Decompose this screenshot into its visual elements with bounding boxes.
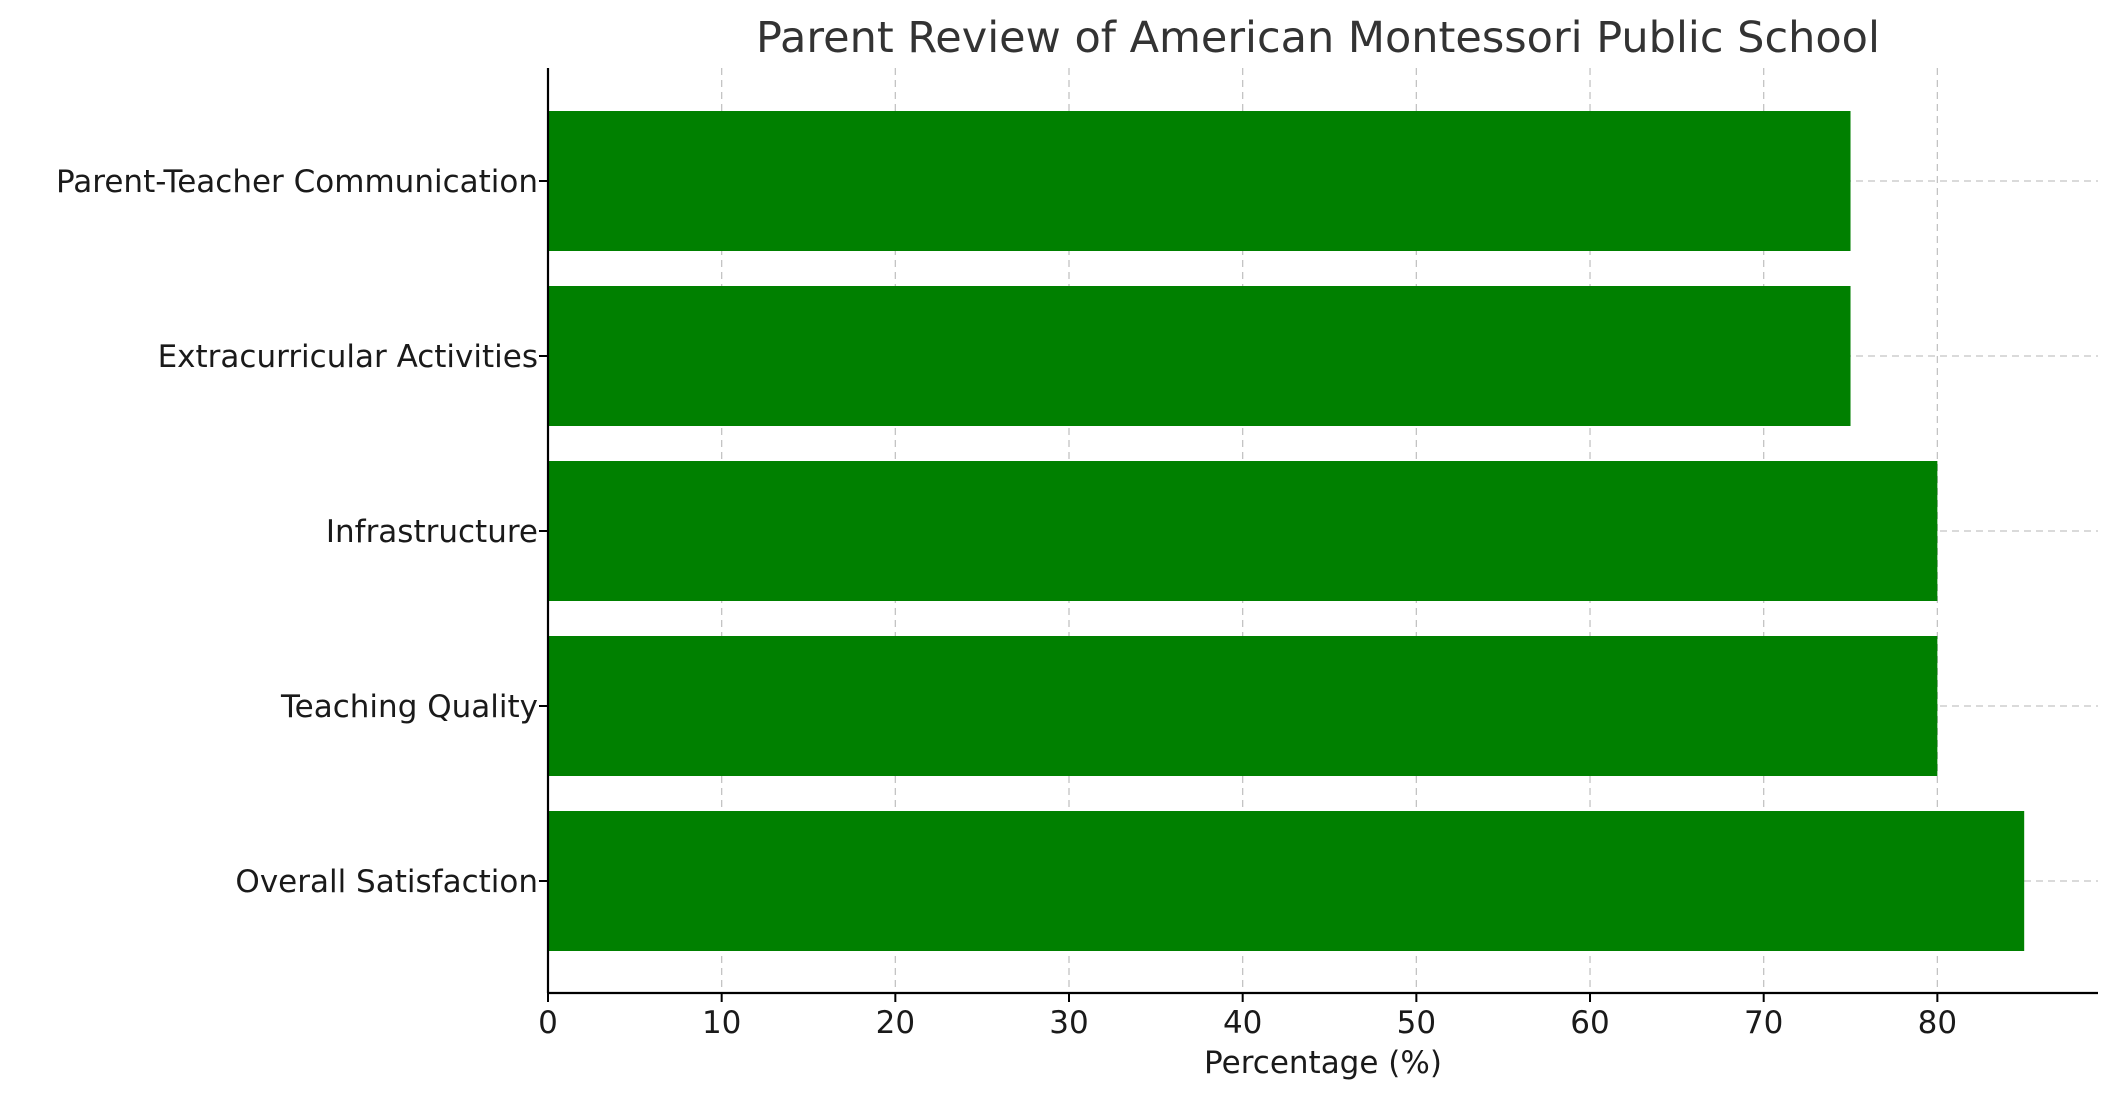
bar: [548, 636, 1938, 776]
x-axis-ticks: 0 10 20 30 40 50 60 70 80: [538, 993, 1957, 1041]
x-axis-label: Percentage (%): [1204, 1045, 1442, 1081]
x-tick-label: 30: [1049, 1005, 1088, 1041]
y-tick-label: Overall Satisfaction: [235, 864, 538, 900]
x-tick-label: 70: [1744, 1005, 1783, 1041]
y-tick-label: Extracurricular Activities: [158, 339, 538, 375]
y-tick-label: Teaching Quality: [280, 689, 538, 725]
x-tick-label: 40: [1223, 1005, 1262, 1041]
bar: [548, 286, 1851, 426]
bar: [548, 111, 1851, 251]
x-tick-label: 50: [1397, 1005, 1436, 1041]
bar: [548, 811, 2025, 951]
chart-title: Parent Review of American Montessori Pub…: [756, 13, 1880, 63]
y-axis-ticks: Overall Satisfaction Teaching Quality Infr…: [56, 164, 548, 900]
x-tick-label: 20: [876, 1005, 915, 1041]
x-tick-label: 80: [1918, 1005, 1957, 1041]
bars: [548, 111, 2025, 951]
x-tick-label: 60: [1570, 1005, 1609, 1041]
x-tick-label: 0: [538, 1005, 558, 1041]
x-tick-label: 10: [702, 1005, 741, 1041]
bar: [548, 461, 1938, 601]
y-tick-label: Parent-Teacher Communication: [56, 164, 538, 200]
y-tick-label: Infrastructure: [326, 514, 538, 550]
